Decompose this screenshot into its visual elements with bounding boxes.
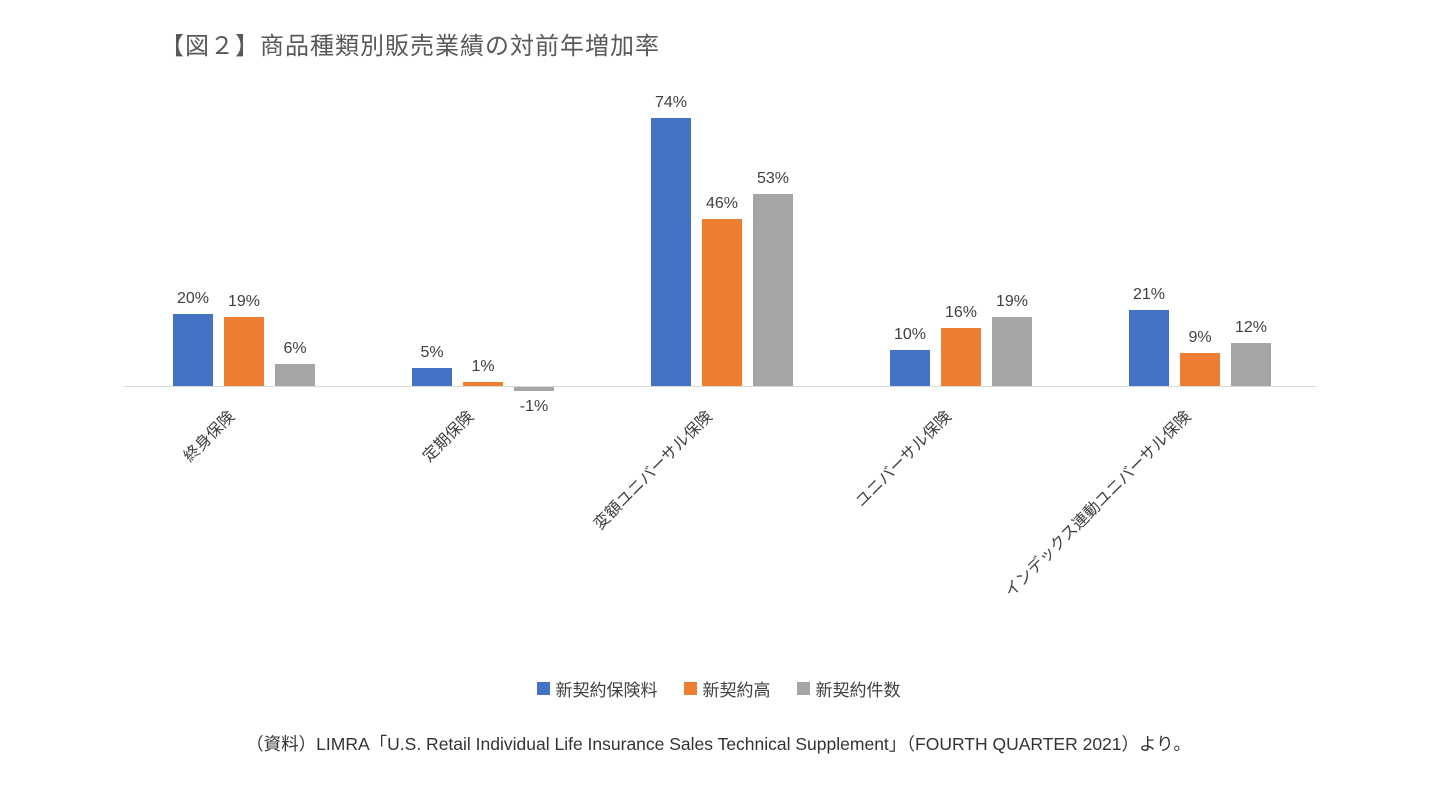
- bar-value-label: 53%: [756, 170, 790, 188]
- legend-swatch-icon: [683, 682, 697, 695]
- legend-label: 新契約保険料: [555, 681, 658, 700]
- x-axis-line: [124, 386, 1316, 387]
- bar-value-label: 1%: [471, 358, 495, 376]
- bar: [1129, 309, 1169, 386]
- bar-value-label: 74%: [654, 94, 688, 111]
- bar: [514, 387, 554, 391]
- bar: [890, 349, 930, 386]
- bar-value-label: 9%: [1188, 329, 1212, 347]
- bar-value-label: 20%: [176, 289, 210, 307]
- bar: [992, 317, 1032, 386]
- bar: [1180, 353, 1220, 386]
- bar-value-label: 12%: [1234, 318, 1268, 336]
- legend: 新契約保険料 新契約高 新契約件数: [0, 676, 1437, 701]
- bar: [702, 219, 742, 386]
- bar: [412, 367, 452, 386]
- bar: [651, 118, 691, 386]
- bar: [173, 313, 213, 386]
- bar: [753, 194, 793, 386]
- bar: [941, 328, 981, 386]
- bar-value-label: 6%: [283, 340, 307, 358]
- legend-item: 新契約件数: [796, 676, 901, 701]
- chart-title: 【図２】商品種類別販売業績の対前年増加率: [160, 33, 660, 60]
- category-label: ユニバーサル保険: [852, 408, 956, 511]
- bar-value-label: 5%: [420, 343, 444, 361]
- bar-value-label: -1%: [519, 397, 549, 415]
- bar-value-label: 19%: [227, 293, 261, 311]
- bar-value-label: 19%: [995, 293, 1029, 311]
- category-label: 定期保険: [419, 408, 478, 466]
- legend-swatch-icon: [536, 682, 550, 695]
- bar: [463, 382, 503, 386]
- bar: [1231, 342, 1271, 386]
- legend-swatch-icon: [796, 682, 810, 695]
- category-label: 変額ユニバーサル保険: [591, 408, 717, 534]
- bar-value-label: 16%: [944, 304, 978, 322]
- category-label: 終身保険: [180, 408, 239, 466]
- bar-value-label: 21%: [1132, 285, 1166, 303]
- category-label: インデックス連動ユニバーサル保険: [1001, 408, 1195, 601]
- legend-label: 新契約件数: [815, 681, 901, 700]
- bar-value-label: 46%: [705, 195, 739, 213]
- bar-value-label: 10%: [893, 325, 927, 343]
- legend-item: 新契約保険料: [536, 676, 658, 701]
- legend-item: 新契約高: [683, 676, 771, 701]
- source-note: （資料）LIMRA「U.S. Retail Individual Life In…: [246, 734, 1191, 754]
- bar: [224, 317, 264, 386]
- legend-label: 新契約高: [702, 681, 771, 700]
- bar: [275, 364, 315, 386]
